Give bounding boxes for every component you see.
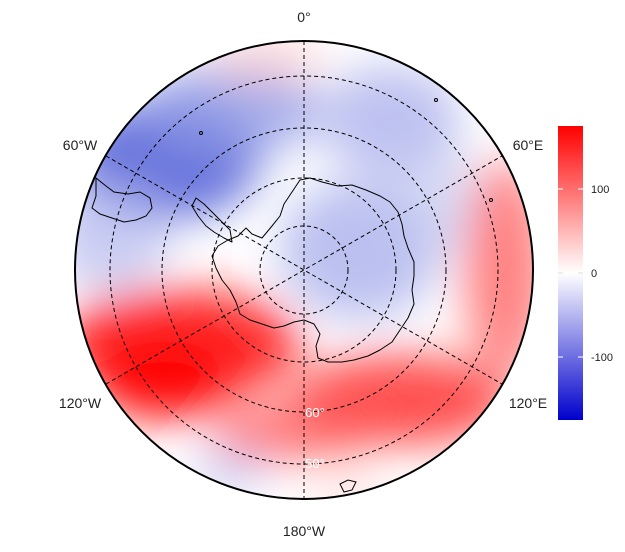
latitude-circle-70 [211,177,397,363]
longitude-label-60w: 60°W [63,137,98,153]
anomaly-field [75,41,533,499]
colorbar-tick-label-100: 100 [591,184,609,196]
latitude-label-50: 50° [305,456,325,471]
longitude-label-120e: 120°E [509,395,547,411]
antarctica-coastline [191,177,415,363]
island-east [489,198,493,202]
meridian-120w-60e [105,155,503,385]
island-northwest [199,131,203,135]
meridian-60w-120e [105,155,503,385]
antarctic-peninsula [191,197,233,243]
longitude-gridlines [105,41,503,499]
longitude-label-60e: 60°E [513,137,544,153]
colorbar: 100 0 -100 [558,126,613,420]
latitude-circle-80 [259,225,349,315]
island-south [339,479,357,493]
longitude-label-0: 0° [297,9,310,25]
map-border [74,40,534,500]
island-northeast [434,98,438,102]
longitude-label-120w: 120°W [59,395,102,411]
colorbar-tick-label-neg100: -100 [591,352,613,364]
south-america-coastline [91,176,153,223]
colorbar-tick-label-0: 0 [591,268,597,280]
latitude-label-60: 60° [305,405,325,420]
longitude-label-180w: 180°W [283,523,326,539]
islands [199,98,493,493]
